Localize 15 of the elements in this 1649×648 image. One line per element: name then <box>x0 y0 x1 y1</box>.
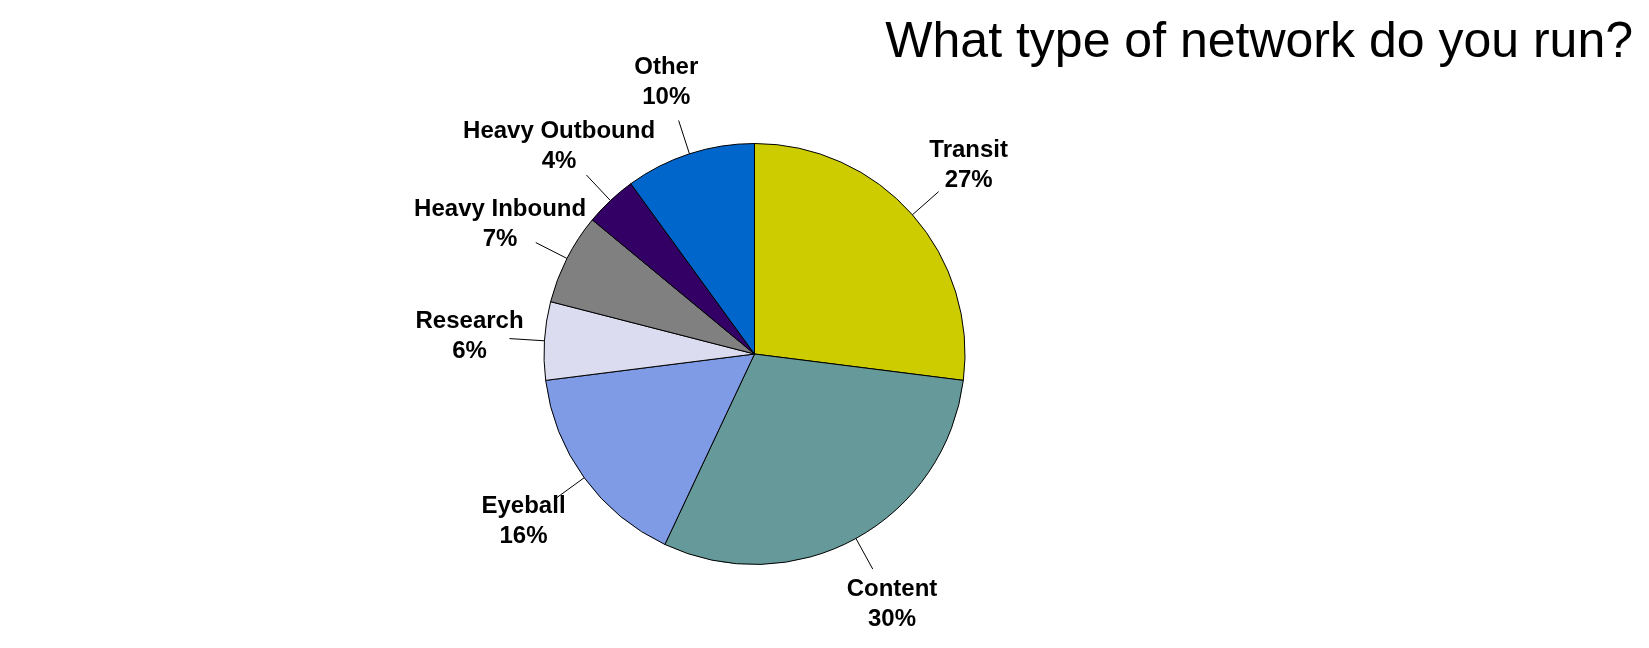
slice-label: Transit <box>929 134 1009 162</box>
slice-label: Research <box>415 305 524 333</box>
data-label: 30% <box>868 603 917 631</box>
data-label: 7% <box>482 224 518 252</box>
slice-label: Heavy Outbound <box>463 115 656 143</box>
data-label: 4% <box>541 145 577 173</box>
data-label: 16% <box>499 521 548 549</box>
slice-label: Other <box>634 52 699 80</box>
data-label: 6% <box>452 335 487 363</box>
slice-label: Eyeball <box>481 491 566 519</box>
text: What type of network do you run? <box>885 11 1633 68</box>
data-label: 27% <box>944 164 993 192</box>
data-label: 10% <box>642 82 691 110</box>
slice-label: Content <box>846 573 938 601</box>
slice-label: Heavy Inbound <box>414 194 587 222</box>
